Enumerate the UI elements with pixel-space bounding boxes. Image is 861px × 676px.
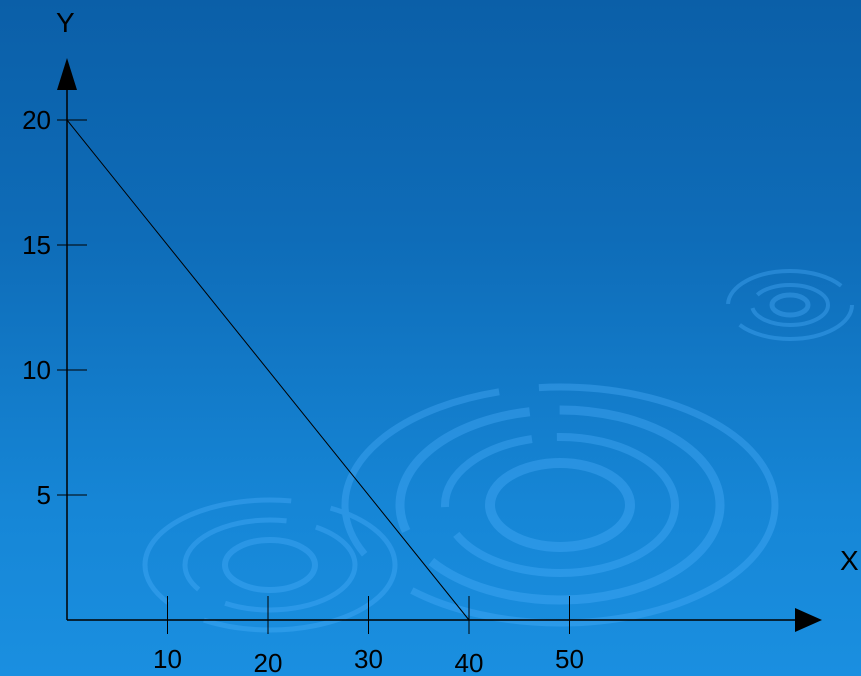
x-axis-title: X <box>840 545 859 576</box>
x-axis-arrow <box>795 608 822 632</box>
x-ticks: 10 20 30 40 50 <box>153 596 584 676</box>
x-tick-label-10: 10 <box>153 644 182 674</box>
series-group <box>66 119 470 621</box>
x-tick-label-20: 20 <box>254 648 283 676</box>
x-tick-label-40: 40 <box>455 648 484 676</box>
series-line-0 <box>66 119 470 621</box>
y-tick-label-15: 15 <box>22 230 51 260</box>
y-axis-arrow <box>57 58 77 90</box>
y-tick-label-10: 10 <box>22 355 51 385</box>
y-axis-title: Y <box>56 7 75 38</box>
y-ticks: 5 10 15 20 <box>22 105 87 510</box>
y-tick-label-20: 20 <box>22 105 51 135</box>
x-tick-label-50: 50 <box>555 644 584 674</box>
ripple-decoration <box>142 269 854 633</box>
y-tick-label-5: 5 <box>37 480 51 510</box>
x-tick-label-30: 30 <box>354 644 383 674</box>
